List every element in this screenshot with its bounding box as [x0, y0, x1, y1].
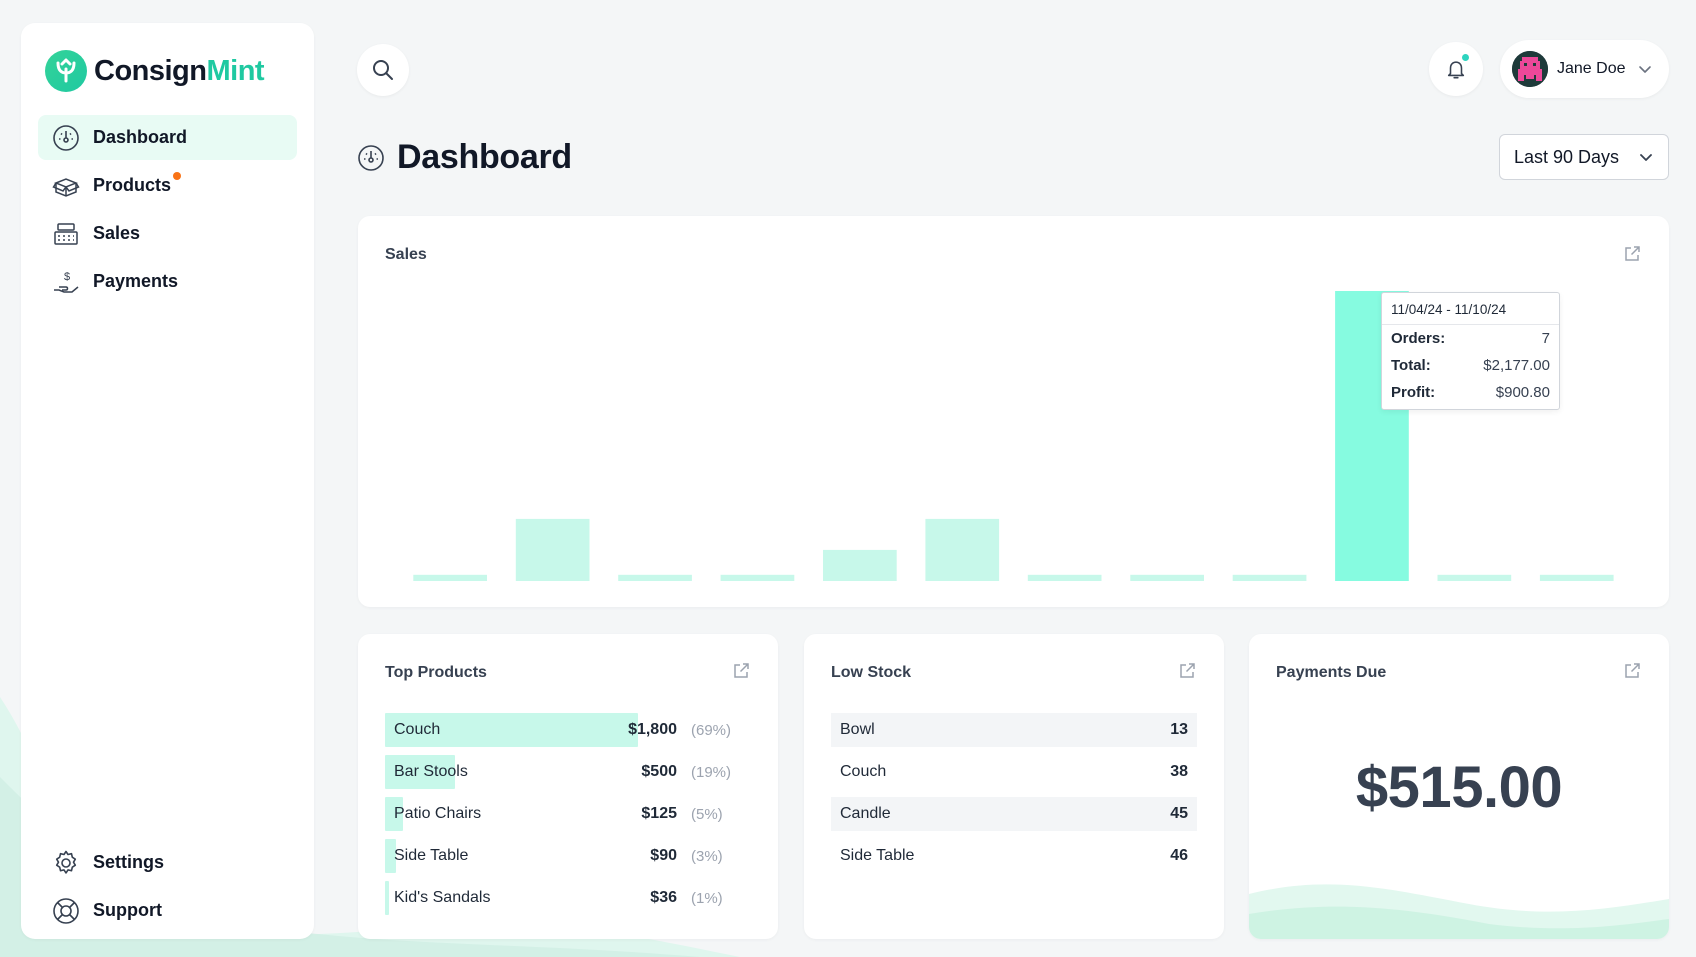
card-title: Low Stock: [831, 664, 912, 681]
low-stock-card: Low Stock Bowl 13 Couch 38 Candle 45 Side T…: [804, 634, 1224, 939]
list-item[interactable]: Bar Stools $500 (19%): [385, 751, 751, 793]
external-link-icon[interactable]: [1622, 244, 1642, 264]
list-item[interactable]: Candle 45: [831, 797, 1197, 831]
sales-card: Sales: [358, 216, 1669, 607]
sidebar-item-label: Settings: [93, 852, 165, 872]
sidebar-item-sales[interactable]: Sales: [38, 211, 297, 256]
decorative-wave: [1249, 884, 1669, 939]
share-bar: [385, 881, 389, 915]
chart-bar[interactable]: [1539, 574, 1614, 581]
card-title: Top Products: [385, 664, 487, 681]
notifications-button[interactable]: [1429, 42, 1483, 96]
page-header: Dashboard: [357, 138, 572, 177]
date-range-select[interactable]: Last 90 Days: [1499, 134, 1669, 180]
card-title: Payments Due: [1276, 664, 1387, 681]
tooltip-date-range: 11/04/24 - 11/10/24: [1382, 293, 1559, 325]
list-item[interactable]: Kid's Sandals $36 (1%): [385, 877, 751, 919]
chevron-down-icon: [1640, 154, 1652, 161]
share-bar: [385, 839, 396, 873]
lifebuoy-icon: [51, 896, 81, 926]
external-link-icon[interactable]: [1177, 661, 1197, 681]
sidebar-item-label: Sales: [93, 223, 141, 243]
sidebar-item-dashboard[interactable]: Dashboard: [38, 115, 297, 160]
payments-due-card: Payments Due $515.00: [1249, 634, 1669, 939]
sidebar: ConsignMint Dashboard Products Sales $ P…: [21, 23, 314, 939]
list-item[interactable]: Couch $1,800 (69%): [385, 709, 751, 751]
list-item[interactable]: Side Table $90 (3%): [385, 835, 751, 877]
external-link-icon[interactable]: [1622, 661, 1642, 681]
share-bar: [385, 797, 404, 831]
sidebar-item-label: Payments: [93, 271, 179, 291]
chart-bar[interactable]: [1232, 574, 1307, 581]
chart-bar[interactable]: [1027, 574, 1102, 581]
sidebar-item-settings[interactable]: Settings: [38, 840, 297, 885]
tooltip-orders: Orders: 7: [1391, 330, 1550, 347]
low-stock-list: Bowl 13 Couch 38 Candle 45 Side Table 46: [831, 709, 1197, 881]
chart-bar[interactable]: [618, 574, 692, 581]
search-button[interactable]: [357, 44, 409, 96]
svg-text:$: $: [64, 271, 70, 283]
share-bar: [385, 713, 638, 747]
user-menu[interactable]: Jane Doe: [1500, 40, 1669, 98]
top-products-list: Couch $1,800 (69%) Bar Stools $500 (19%) Pat…: [385, 709, 751, 919]
logo-mark-icon: [45, 50, 87, 92]
notification-dot: [173, 172, 182, 180]
sidebar-item-support[interactable]: Support: [38, 888, 297, 933]
sidebar-item-label: Dashboard: [93, 127, 188, 147]
chart-bar[interactable]: [925, 518, 1000, 581]
sidebar-item-label: Support: [93, 900, 162, 920]
secondary-nav: Settings Support: [38, 840, 297, 936]
dashboard-gauge-icon: [51, 123, 81, 153]
cash-register-icon: [51, 219, 81, 249]
logo[interactable]: ConsignMint: [45, 50, 265, 92]
sidebar-item-products[interactable]: Products: [38, 163, 297, 208]
chart-bar[interactable]: [1437, 574, 1512, 581]
dashboard-gauge-icon: [358, 144, 384, 171]
tooltip-profit: Profit: $900.80: [1391, 384, 1550, 401]
page-title: Dashboard: [397, 138, 572, 176]
sidebar-item-label: Products: [93, 172, 182, 196]
list-item[interactable]: Couch 38: [840, 763, 1188, 780]
hand-dollar-icon: $: [51, 267, 81, 297]
search-icon: [373, 60, 393, 80]
sidebar-item-payments[interactable]: $ Payments: [38, 259, 297, 304]
tooltip-total: Total: $2,177.00: [1391, 357, 1550, 374]
brand-name: ConsignMint: [94, 54, 265, 87]
top-products-card: Top Products Couch $1,800 (69%) Bar Stools…: [358, 634, 778, 939]
user-name: Jane Doe: [1557, 60, 1626, 77]
gear-icon: [51, 848, 81, 878]
chart-bar[interactable]: [720, 574, 795, 581]
list-item[interactable]: Side Table 46: [840, 847, 1188, 864]
box-open-icon: [51, 171, 81, 201]
list-item[interactable]: Bowl 13: [831, 713, 1197, 747]
bell-icon: [1447, 61, 1465, 79]
sales-bar-chart: [413, 291, 1614, 581]
card-title: Sales: [385, 246, 427, 263]
external-link-icon[interactable]: [731, 661, 751, 681]
avatar: [1512, 51, 1548, 87]
chart-bar[interactable]: [413, 574, 487, 581]
date-range-value: Last 90 Days: [1514, 146, 1620, 167]
share-bar: [385, 755, 455, 789]
chevron-down-icon: [1638, 66, 1651, 73]
notification-dot: [1461, 53, 1470, 62]
chart-bar[interactable]: [823, 549, 897, 581]
list-item[interactable]: Patio Chairs $125 (5%): [385, 793, 751, 835]
chart-bar[interactable]: [515, 518, 590, 581]
chart-tooltip: 11/04/24 - 11/10/24 Orders: 7 Total: $2,17…: [1381, 292, 1560, 410]
chart-bar[interactable]: [1130, 574, 1204, 581]
main-nav: Dashboard Products Sales $ Payments: [38, 115, 297, 307]
payments-due-amount: $515.00: [1355, 755, 1563, 820]
